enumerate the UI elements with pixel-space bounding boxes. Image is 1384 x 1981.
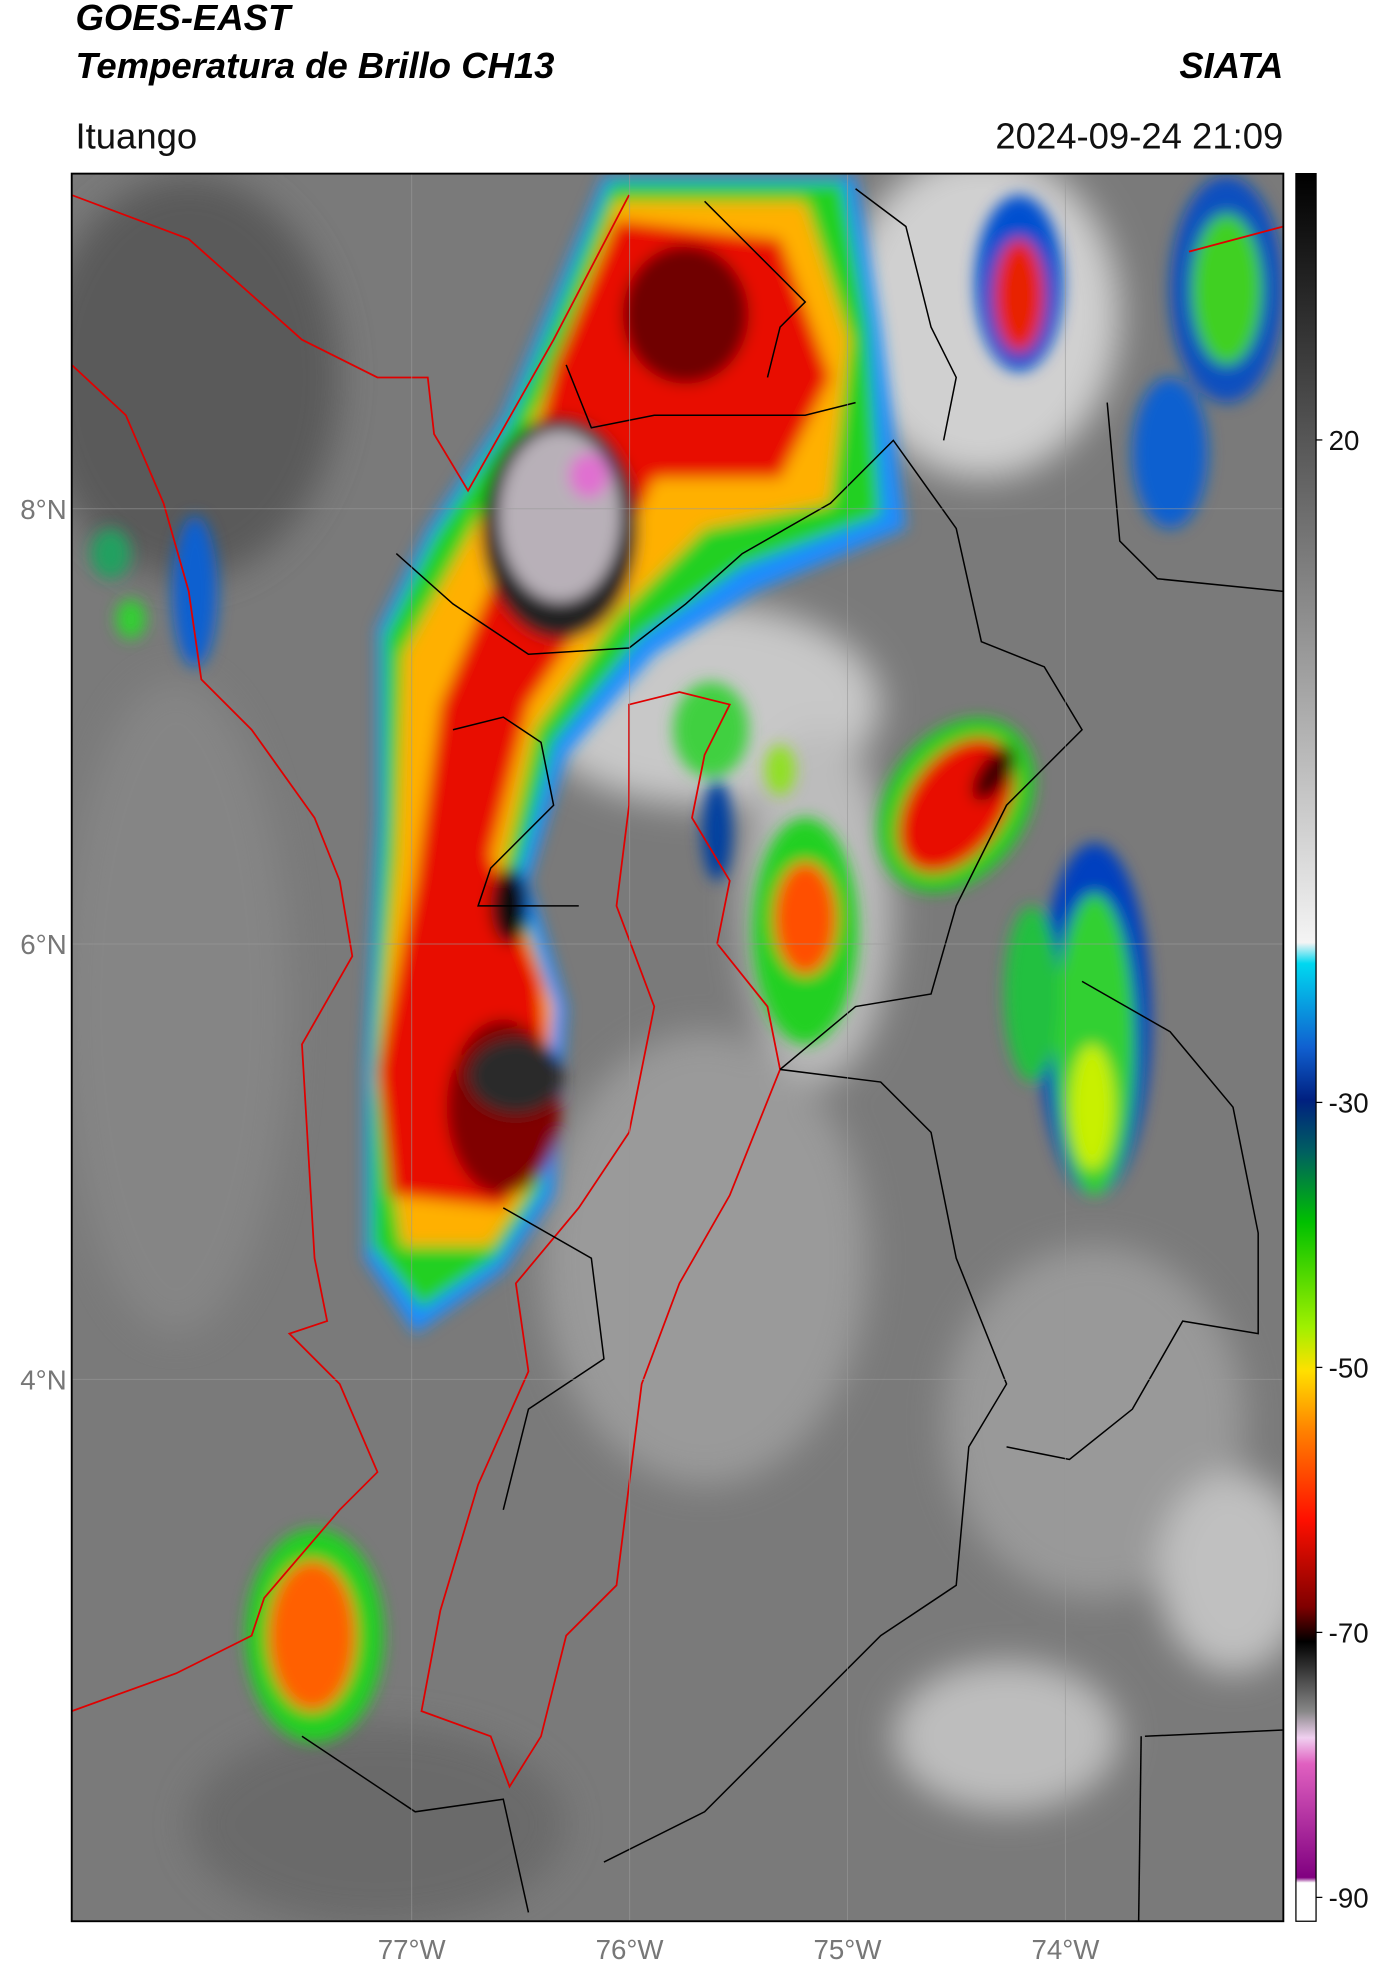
- colorbar-tick-label: -30: [1329, 1087, 1369, 1118]
- location: Ituango: [75, 115, 197, 156]
- lon-label: 74°W: [1031, 1934, 1100, 1965]
- lat-label: 6°N: [20, 929, 66, 960]
- admin-borders: [301, 188, 1284, 1922]
- lon-label: 76°W: [596, 1934, 665, 1965]
- colorbar-tick-label: -90: [1329, 1882, 1369, 1913]
- satellite-title: GOES-EAST: [75, 0, 293, 38]
- colorbar-tick-label: -70: [1329, 1617, 1369, 1648]
- colorbar-tick-label: 20: [1329, 425, 1360, 456]
- agency: SIATA: [1179, 45, 1283, 86]
- satellite-image: [71, 173, 1284, 1922]
- graticule: [71, 173, 1284, 1922]
- lat-label: 8°N: [20, 494, 66, 525]
- product-title: Temperatura de Brillo CH13: [75, 45, 554, 86]
- axis-labels: 77°W 76°W 75°W 74°W 8°N 6°N 4°N 20 -30 -50 -70 -90: [20, 425, 1368, 1965]
- lon-label: 75°W: [814, 1934, 883, 1965]
- lon-label: 77°W: [378, 1934, 447, 1965]
- colorbar-tick-label: -50: [1329, 1352, 1369, 1383]
- colorbar: [1295, 172, 1317, 1922]
- coast-borders: [71, 194, 1284, 1789]
- datetime: 2024-09-24 21:09: [995, 115, 1283, 156]
- map-frame: [70, 172, 1285, 1923]
- lat-label: 4°N: [20, 1364, 66, 1395]
